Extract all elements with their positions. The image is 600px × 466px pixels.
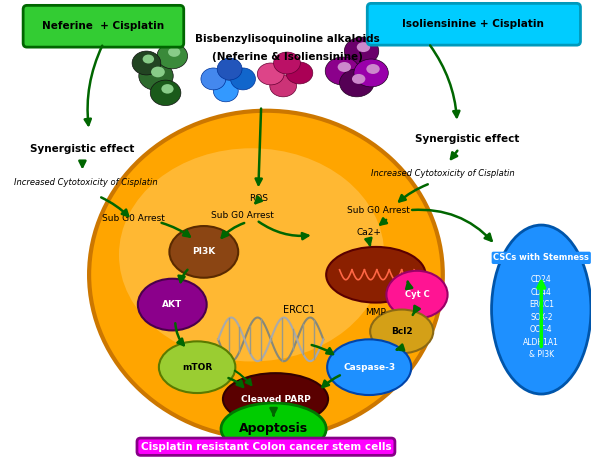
Ellipse shape: [274, 52, 301, 74]
Text: Cyt C: Cyt C: [404, 290, 430, 299]
Text: Sub G0 Arrest: Sub G0 Arrest: [211, 211, 274, 219]
Ellipse shape: [159, 342, 235, 393]
Text: Cleaved PARP: Cleaved PARP: [241, 395, 310, 404]
Text: Sub G0 Arrest: Sub G0 Arrest: [101, 213, 164, 223]
Text: CSCs with Stemness: CSCs with Stemness: [493, 254, 589, 262]
Ellipse shape: [157, 43, 188, 69]
Text: Ca2+: Ca2+: [357, 227, 382, 237]
Ellipse shape: [370, 309, 433, 353]
Text: ROS: ROS: [249, 194, 268, 203]
Text: Synergistic effect: Synergistic effect: [415, 134, 519, 144]
Text: (Neferine & Isoliensinine): (Neferine & Isoliensinine): [212, 52, 362, 62]
FancyBboxPatch shape: [367, 3, 580, 45]
Text: PI3K: PI3K: [192, 247, 215, 256]
Ellipse shape: [386, 271, 448, 318]
Ellipse shape: [201, 68, 226, 90]
Ellipse shape: [119, 148, 384, 362]
Ellipse shape: [151, 67, 165, 77]
Ellipse shape: [168, 48, 180, 57]
Text: Isoliensinine + Cisplatin: Isoliensinine + Cisplatin: [403, 19, 544, 29]
Ellipse shape: [357, 42, 370, 52]
Ellipse shape: [143, 55, 154, 63]
Ellipse shape: [491, 225, 591, 394]
Ellipse shape: [270, 75, 296, 97]
Text: Increased Cytotoxicity of Cisplatin: Increased Cytotoxicity of Cisplatin: [14, 178, 158, 187]
Text: Caspase-3: Caspase-3: [343, 363, 395, 372]
Text: ERCC1: ERCC1: [283, 305, 316, 315]
Ellipse shape: [327, 339, 411, 395]
Ellipse shape: [338, 62, 351, 72]
Text: Apoptosis: Apoptosis: [239, 422, 308, 435]
Ellipse shape: [326, 247, 425, 302]
Ellipse shape: [286, 62, 313, 84]
Ellipse shape: [214, 80, 238, 102]
Text: Bisbenzylisoquinoline alkaloids: Bisbenzylisoquinoline alkaloids: [194, 34, 379, 44]
Ellipse shape: [161, 84, 173, 94]
Text: Increased Cytotoxicity of Cisplatin: Increased Cytotoxicity of Cisplatin: [371, 169, 515, 178]
Ellipse shape: [138, 279, 206, 330]
Ellipse shape: [344, 37, 379, 65]
Text: Cisplatin resistant Colon cancer stem cells: Cisplatin resistant Colon cancer stem ce…: [140, 442, 391, 452]
Ellipse shape: [139, 62, 173, 90]
Ellipse shape: [340, 69, 374, 97]
Ellipse shape: [230, 68, 256, 90]
Ellipse shape: [150, 80, 181, 106]
Ellipse shape: [223, 373, 328, 425]
Ellipse shape: [89, 111, 443, 439]
Text: Neferine  + Cisplatin: Neferine + Cisplatin: [43, 21, 164, 31]
Ellipse shape: [354, 59, 388, 87]
Ellipse shape: [217, 58, 242, 80]
Text: mTOR: mTOR: [182, 363, 212, 372]
Text: AKT: AKT: [162, 300, 182, 309]
Text: Sub G0 Arrest: Sub G0 Arrest: [347, 206, 410, 215]
Ellipse shape: [221, 403, 326, 455]
Text: Synergistic effect: Synergistic effect: [30, 144, 134, 153]
Text: CD24
CD44
ERCC1
SOX-2
OCT-4
ALDH1A1
& PI3K: CD24 CD44 ERCC1 SOX-2 OCT-4 ALDH1A1 & PI…: [523, 275, 559, 359]
Ellipse shape: [367, 64, 380, 74]
FancyBboxPatch shape: [23, 6, 184, 47]
Text: Bcl2: Bcl2: [391, 327, 413, 336]
Ellipse shape: [257, 63, 284, 85]
Text: MMP: MMP: [365, 308, 386, 317]
Ellipse shape: [325, 57, 359, 85]
Ellipse shape: [132, 51, 161, 75]
Ellipse shape: [169, 226, 238, 278]
Ellipse shape: [352, 74, 365, 84]
